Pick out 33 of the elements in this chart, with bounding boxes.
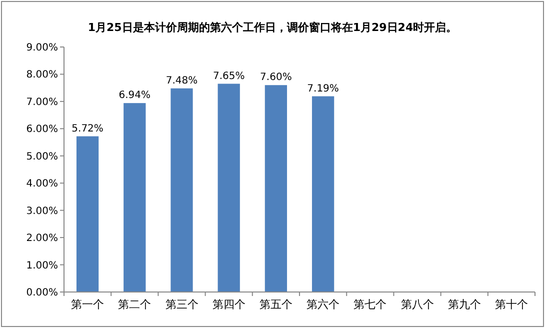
y-tick-label: 5.00%	[26, 151, 58, 162]
chart-title: 1月25日是本计价周期的第六个工作日，调价窗口将在1月29日24时开启。	[88, 21, 458, 34]
x-tick-label: 第五个	[259, 298, 292, 311]
y-tick-label: 0.00%	[26, 288, 58, 298]
data-label: 6.94%	[118, 90, 151, 102]
x-tick-label: 第八个	[400, 298, 434, 311]
y-tick-label: 7.00%	[26, 96, 58, 108]
y-tick-label: 2.00%	[26, 233, 58, 244]
x-tick-label: 第七个	[354, 298, 387, 311]
y-tick-label: 6.00%	[26, 124, 58, 136]
x-tick-label: 第六个	[306, 298, 340, 311]
data-label: 7.60%	[260, 72, 292, 84]
x-tick-label: 第十个	[494, 298, 528, 311]
data-label: 5.72%	[72, 123, 104, 134]
bar	[264, 85, 288, 292]
x-tick-label: 第一个	[71, 298, 104, 311]
y-tick-label: 3.00%	[26, 206, 58, 217]
bar	[76, 136, 99, 292]
y-tick-label: 4.00%	[26, 178, 58, 190]
x-tick-label: 第二个	[118, 298, 152, 311]
x-tick-label: 第三个	[165, 298, 198, 311]
x-tick-label: 第四个	[212, 298, 246, 311]
data-label: 7.48%	[166, 75, 198, 86]
bar	[312, 96, 334, 292]
data-label: 7.65%	[212, 70, 245, 82]
bar	[218, 84, 240, 292]
y-tick-label: 1.00%	[26, 260, 58, 272]
bar	[170, 88, 193, 292]
y-tick-label: 8.00%	[26, 70, 58, 81]
bar	[124, 103, 146, 292]
x-tick-label: 第九个	[448, 298, 481, 311]
data-label: 7.19%	[307, 83, 339, 94]
y-tick-label: 9.00%	[26, 42, 58, 54]
